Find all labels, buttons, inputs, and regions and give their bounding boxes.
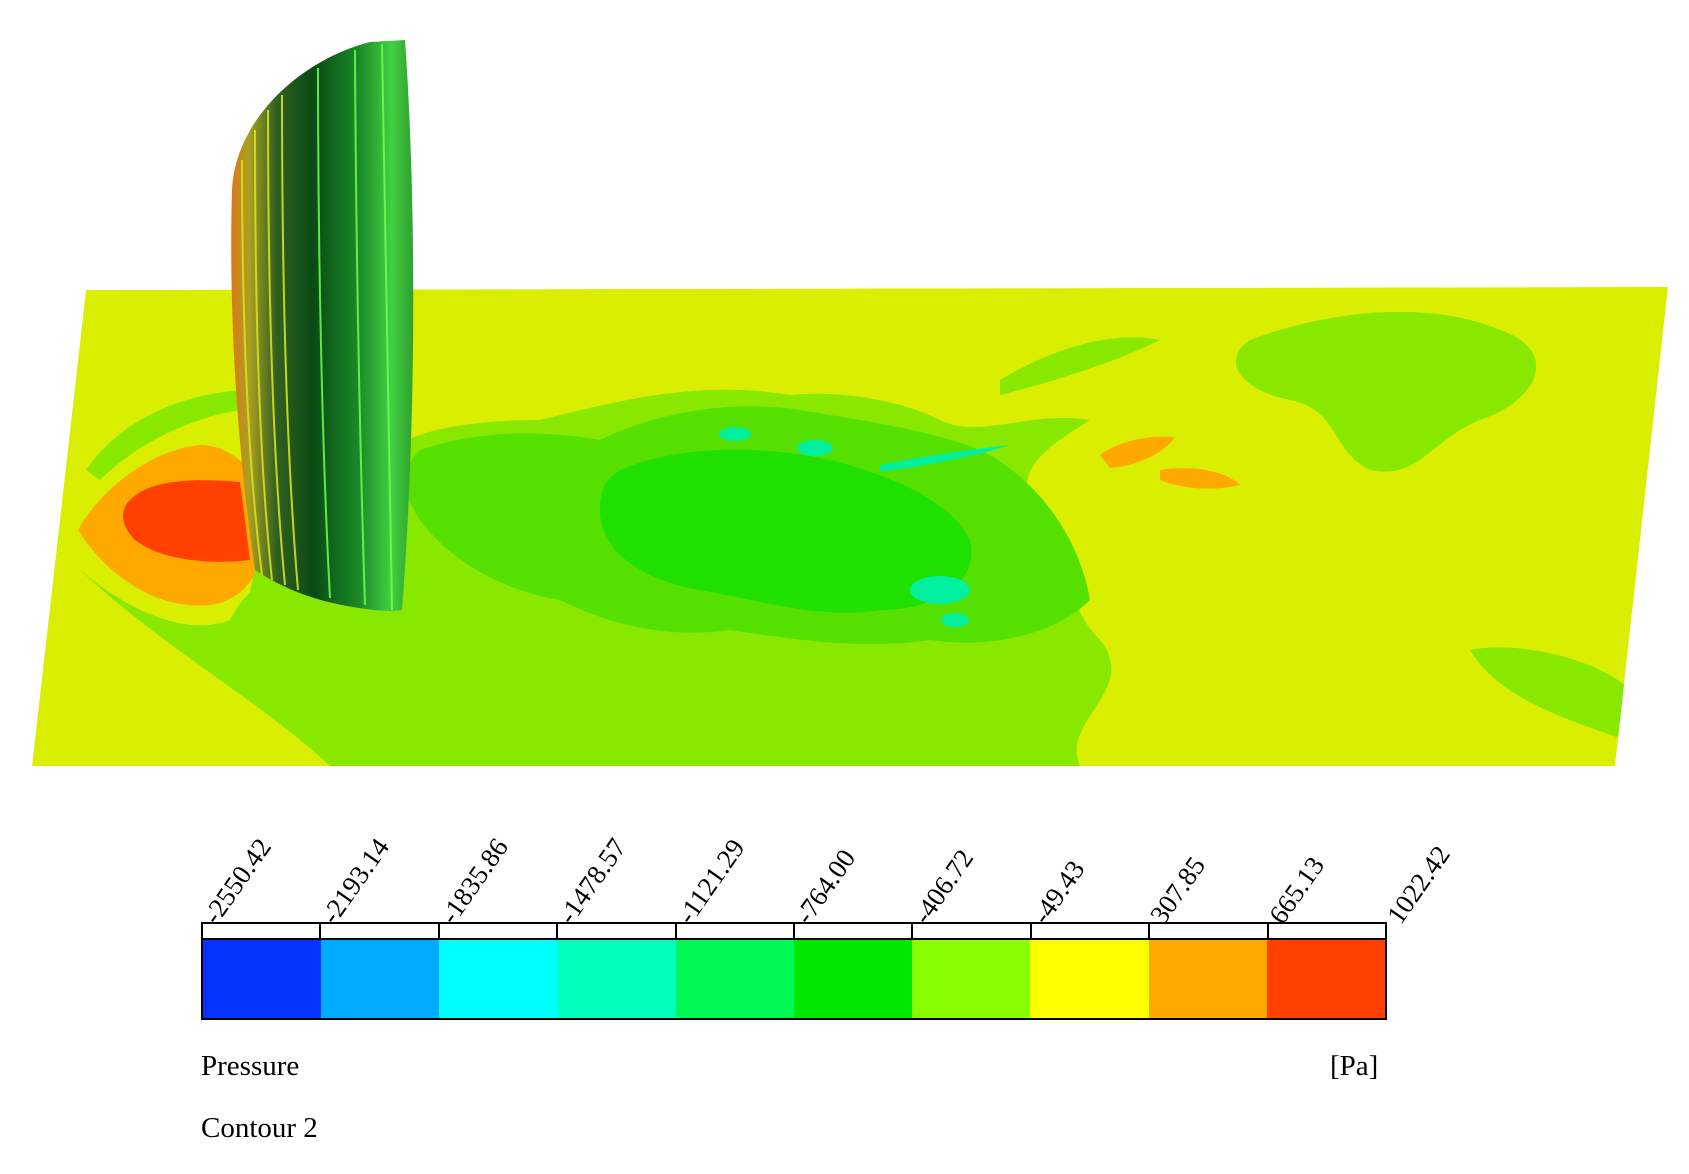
legend-tick xyxy=(911,922,914,938)
legend-tick xyxy=(674,922,677,938)
low-pressure-spot xyxy=(941,613,969,627)
body-base-shadow xyxy=(250,570,408,628)
legend-tick xyxy=(793,922,795,938)
legend-tick xyxy=(1266,922,1269,938)
legend-swatch xyxy=(439,940,558,1018)
legend-tick xyxy=(319,922,322,938)
legend-swatch xyxy=(794,940,913,1018)
plate-surface xyxy=(32,287,1668,766)
legend-tick-label: 1022.42 xyxy=(1381,840,1456,930)
low-pressure-spot xyxy=(910,576,970,604)
right-edge-patch xyxy=(1470,647,1630,740)
pressure-contour-scene xyxy=(32,40,1668,766)
legend-tick-label: -1835.86 xyxy=(433,832,514,930)
legend-tick-label: -1478.57 xyxy=(552,832,633,930)
legend-tick-label: -2193.14 xyxy=(315,832,396,930)
legend-tick-label: -49.43 xyxy=(1025,854,1091,930)
contour-name-label: Contour 2 xyxy=(201,1112,318,1144)
legend-tick-label: 665.13 xyxy=(1262,851,1330,930)
downstream-orange xyxy=(1100,436,1175,468)
legend-swatch xyxy=(675,940,795,1018)
legend-tick xyxy=(201,922,203,938)
low-pressure-spot xyxy=(719,427,751,441)
legend-swatch xyxy=(1030,940,1149,1018)
legend-tick xyxy=(1385,922,1387,938)
legend-tick xyxy=(1148,922,1151,938)
downstream-orange xyxy=(1160,468,1240,489)
legend-swatch xyxy=(321,940,440,1018)
body-surface xyxy=(231,40,414,612)
legend-swatch xyxy=(203,940,322,1018)
legend-swatch xyxy=(1266,940,1386,1018)
legend-color-bar xyxy=(201,938,1387,1020)
stagnation-red xyxy=(123,480,250,562)
legend-tick-label: -764.00 xyxy=(789,843,862,930)
upper-streak xyxy=(1000,337,1160,395)
low-pressure-streak xyxy=(880,445,1010,472)
legend-swatch xyxy=(912,940,1031,1018)
legend-tick xyxy=(1029,922,1032,938)
legend-swatch xyxy=(557,940,676,1018)
legend-swatch xyxy=(1148,940,1267,1018)
legend-tick-label: -406.72 xyxy=(907,843,980,930)
legend-tick xyxy=(437,922,440,938)
far-wake-patch xyxy=(1235,311,1537,472)
legend-variable-label: Pressure xyxy=(201,1050,300,1082)
legend-tick-label: 307.85 xyxy=(1144,851,1212,930)
low-pressure-spot xyxy=(797,440,833,456)
legend-unit-label: [Pa] xyxy=(1330,1050,1379,1082)
wake-region-mid xyxy=(600,449,972,613)
legend-tick-label: -1121.29 xyxy=(670,833,751,930)
bluff-body xyxy=(231,40,414,628)
legend-tick xyxy=(556,922,559,938)
wake-upstream-band xyxy=(86,390,240,480)
legend-tick-label: -2550.42 xyxy=(197,832,278,930)
body-contour-lines xyxy=(241,94,299,591)
